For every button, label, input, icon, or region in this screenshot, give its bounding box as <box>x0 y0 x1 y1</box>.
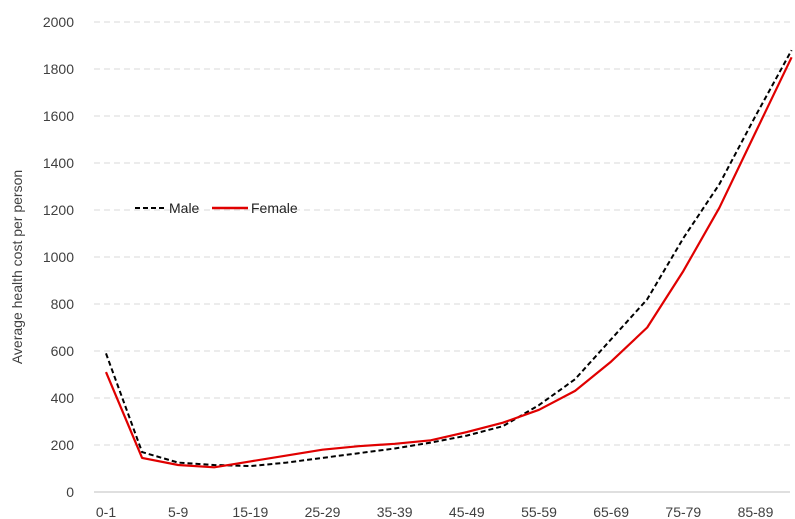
y-tick-label: 1000 <box>43 249 74 265</box>
legend-label-female: Female <box>251 200 298 216</box>
x-tick-label: 85-89 <box>738 504 774 519</box>
legend-label-male: Male <box>169 200 200 216</box>
x-tick-label: 75-79 <box>665 504 701 519</box>
series-line-female <box>104 56 793 469</box>
legend-item-male: Male <box>135 200 200 216</box>
y-tick-label: 1400 <box>43 155 74 171</box>
series-lines <box>104 49 793 469</box>
legend: Male Female <box>135 200 298 216</box>
y-tick-label: 800 <box>51 296 75 312</box>
legend-item-female: Female <box>212 200 298 216</box>
y-tick-label: 0 <box>66 484 74 500</box>
x-tick-label: 25-29 <box>305 504 341 519</box>
x-tick-labels: 0-1 5-9 15-19 25-29 35-39 45-49 55-59 65-69 75-7… <box>96 504 774 519</box>
x-tick-label: 65-69 <box>593 504 629 519</box>
series-line-male <box>105 49 793 468</box>
y-tick-label: 1600 <box>43 108 74 124</box>
y-axis-title: Average health cost per person <box>9 170 25 364</box>
x-tick-label: 0-1 <box>96 504 116 519</box>
gridlines <box>94 21 790 446</box>
y-tick-label: 600 <box>51 343 75 359</box>
x-tick-label: 5-9 <box>168 504 188 519</box>
y-tick-labels: 0 200 400 600 800 1000 1200 1400 1600 1800 2000 <box>43 14 74 500</box>
y-tick-label: 2000 <box>43 14 74 30</box>
x-tick-label: 45-49 <box>449 504 485 519</box>
y-tick-label: 1800 <box>43 61 74 77</box>
y-tick-label: 1200 <box>43 202 74 218</box>
y-tick-label: 400 <box>51 390 75 406</box>
y-tick-label: 200 <box>51 437 75 453</box>
x-tick-label: 35-39 <box>377 504 413 519</box>
x-tick-label: 15-19 <box>232 504 268 519</box>
x-tick-label: 55-59 <box>521 504 557 519</box>
